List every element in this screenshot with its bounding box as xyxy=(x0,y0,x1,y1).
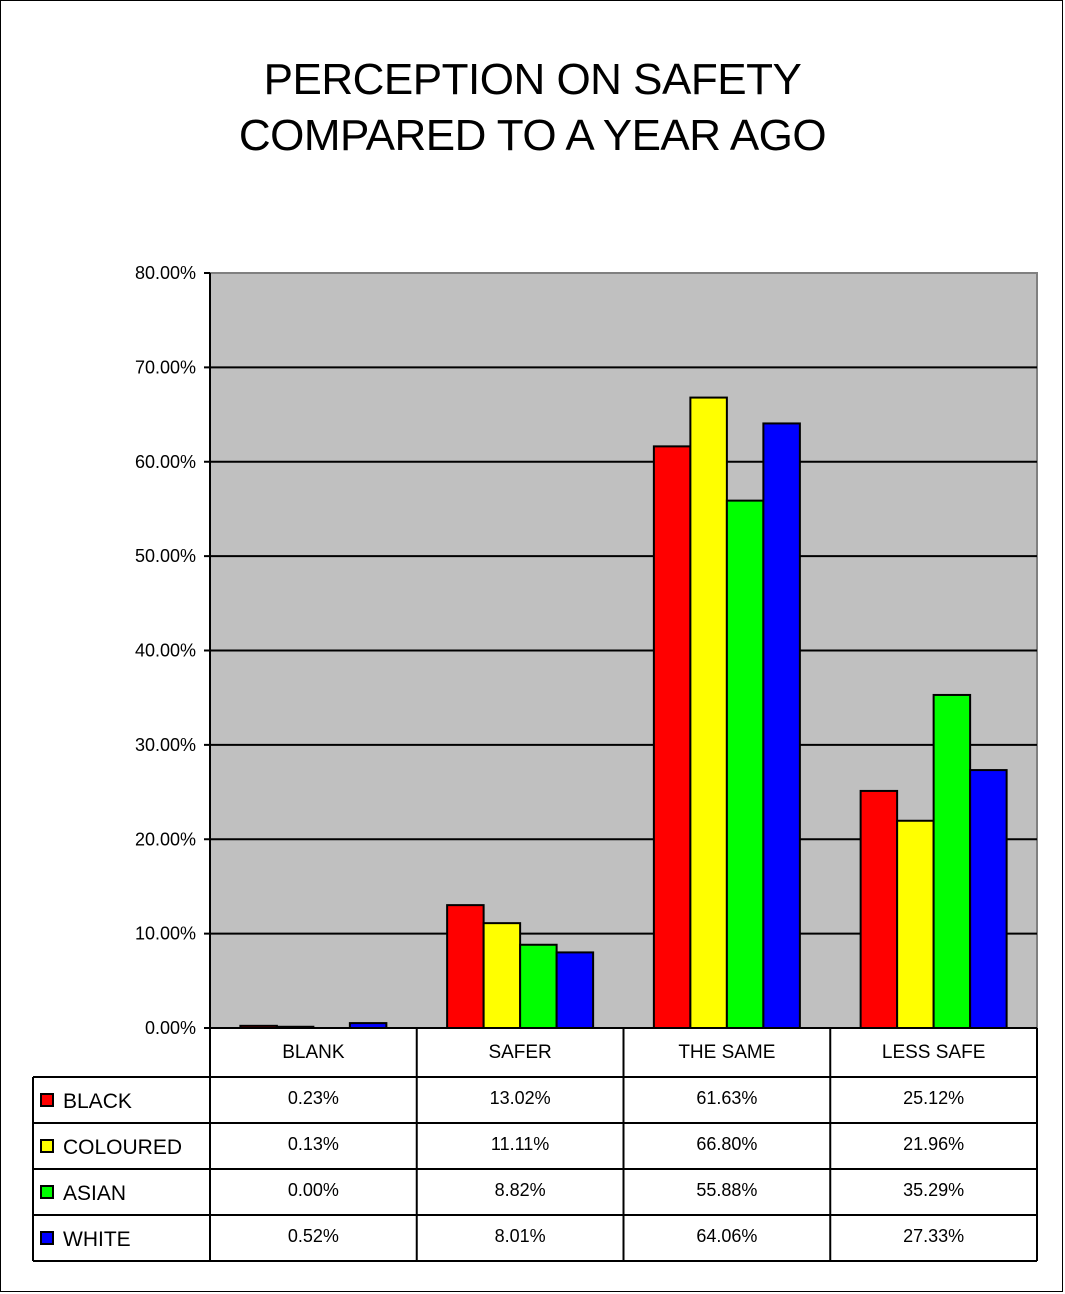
bar-coloured-3 xyxy=(896,819,935,1029)
y-tick-label: 70.00% xyxy=(135,357,196,377)
data-label: 11.11% xyxy=(491,1134,549,1154)
data-label: 35.29% xyxy=(903,1180,964,1200)
chart-title: PERCEPTION ON SAFETY COMPARED TO A YEAR … xyxy=(0,52,1065,164)
data-label: 66.80% xyxy=(696,1134,757,1154)
y-tick-label: 10.00% xyxy=(135,924,196,944)
series-name: ASIAN xyxy=(63,1182,126,1205)
data-label: 8.82% xyxy=(495,1180,546,1200)
legend-key-asian xyxy=(40,1185,54,1199)
bar-coloured-1 xyxy=(482,922,522,1029)
data-label: 8.01% xyxy=(495,1226,546,1246)
data-label: 64.06% xyxy=(696,1226,757,1246)
category-label: THE SAME xyxy=(678,1042,775,1063)
data-label: 61.63% xyxy=(696,1088,757,1108)
bar-asian-1 xyxy=(519,943,558,1029)
bar-white-2 xyxy=(762,422,801,1029)
bar-black-1 xyxy=(446,904,485,1030)
category-label: SAFER xyxy=(488,1042,551,1063)
bar-white-1 xyxy=(555,951,595,1030)
data-label: 0.52% xyxy=(288,1226,339,1246)
data-label: 27.33% xyxy=(903,1226,964,1246)
data-label: 0.13% xyxy=(288,1134,339,1154)
data-label: 0.23% xyxy=(288,1088,339,1108)
series-name: WHITE xyxy=(63,1228,131,1251)
legend-key-white xyxy=(40,1231,54,1245)
category-label: BLANK xyxy=(282,1042,345,1063)
y-tick-label: 0.00% xyxy=(145,1018,196,1038)
data-label: 25.12% xyxy=(903,1088,964,1108)
series-name: BLACK xyxy=(63,1090,132,1113)
bar-coloured-2 xyxy=(689,396,728,1029)
bar-black-3 xyxy=(859,789,899,1029)
data-label: 55.88% xyxy=(696,1180,757,1200)
bar-black-2 xyxy=(652,445,692,1029)
data-label: 13.02% xyxy=(490,1088,551,1108)
y-tick-label: 50.00% xyxy=(135,546,196,566)
y-tick-label: 20.00% xyxy=(135,829,196,849)
y-tick-label: 80.00% xyxy=(135,263,196,283)
legend-key-black xyxy=(40,1093,54,1107)
bar-white-3 xyxy=(969,769,1008,1029)
data-label: 0.00% xyxy=(288,1180,339,1200)
y-tick-label: 30.00% xyxy=(135,735,196,755)
legend-key-coloured xyxy=(40,1139,54,1153)
chart-title-line-1: PERCEPTION ON SAFETY xyxy=(263,55,802,104)
y-tick-label: 60.00% xyxy=(135,452,196,472)
category-label: LESS SAFE xyxy=(882,1042,986,1063)
bar-asian-2 xyxy=(725,499,765,1029)
y-tick-label: 40.00% xyxy=(135,641,196,661)
chart-title-line-2: COMPARED TO A YEAR AGO xyxy=(238,111,827,160)
bar-asian-3 xyxy=(932,693,972,1029)
data-label: 21.96% xyxy=(903,1134,964,1154)
series-name: COLOURED xyxy=(63,1136,182,1159)
